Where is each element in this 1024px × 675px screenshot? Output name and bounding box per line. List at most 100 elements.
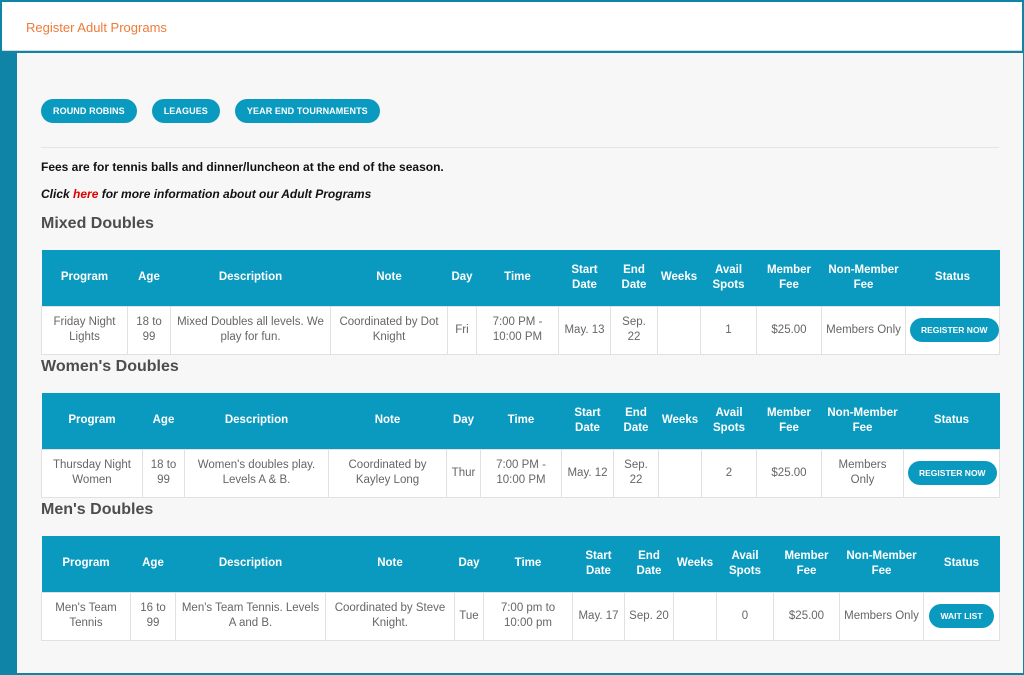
cell-age: 16 to 99 (130, 591, 176, 641)
info-link[interactable]: here (73, 187, 99, 201)
col-weeks: Weeks (673, 536, 717, 592)
col-member-fee: Member Fee (756, 393, 822, 449)
cell-non-member-fee: Members Only (821, 448, 904, 498)
col-member-fee: Member Fee (756, 250, 822, 306)
mixed-doubles-table: Program Age Description Note Day Time St… (41, 250, 1000, 355)
col-program: Program (41, 536, 131, 592)
cell-description: Women's doubles play. Levels A & B. (184, 448, 329, 498)
col-avail-spots: Avail Spots (701, 393, 757, 449)
col-start-date: Start Date (572, 536, 625, 592)
col-age: Age (130, 536, 176, 592)
page-header: Register Adult Programs (2, 2, 1022, 51)
divider (41, 147, 999, 148)
table-header-row: Program Age Description Note Day Time St… (41, 536, 1000, 592)
col-description: Description (184, 393, 329, 449)
col-status: Status (905, 250, 1000, 306)
col-program: Program (41, 250, 128, 306)
col-day: Day (446, 393, 481, 449)
cell-non-member-fee: Members Only (821, 305, 906, 355)
cell-member-fee: $25.00 (756, 448, 822, 498)
cell-note: Coordinated by Steve Knight. (325, 591, 455, 641)
fees-note: Fees are for tennis balls and dinner/lun… (41, 160, 444, 174)
col-day: Day (447, 250, 477, 306)
cell-avail-spots: 2 (701, 448, 757, 498)
section-title-mens-doubles: Men's Doubles (41, 501, 154, 518)
cell-description: Mixed Doubles all levels. We play for fu… (170, 305, 331, 355)
col-start-date: Start Date (561, 393, 614, 449)
table-row: Friday Night Lights 18 to 99 Mixed Doubl… (41, 305, 1000, 355)
col-status: Status (923, 536, 1000, 592)
cell-avail-spots: 1 (700, 305, 757, 355)
section-title-womens-doubles: Women's Doubles (41, 358, 179, 375)
col-non-member-fee: Non-Member Fee (839, 536, 924, 592)
year-end-tournaments-button[interactable]: YEAR END TOURNAMENTS (234, 99, 380, 123)
cell-age: 18 to 99 (127, 305, 171, 355)
col-non-member-fee: Non-Member Fee (821, 250, 906, 306)
col-end-date: End Date (613, 393, 659, 449)
info-suffix: for more information about our Adult Pro… (98, 187, 372, 201)
table-row: Thursday Night Women 18 to 99 Women's do… (41, 448, 1000, 498)
cell-time: 7:00 pm to 10:00 pm (483, 591, 573, 641)
col-end-date: End Date (624, 536, 674, 592)
col-description: Description (170, 250, 331, 306)
womens-doubles-table: Program Age Description Note Day Time St… (41, 393, 1000, 498)
cell-non-member-fee: Members Only (839, 591, 924, 641)
col-start-date: Start Date (558, 250, 611, 306)
program-nav: ROUND ROBINS LEAGUES YEAR END TOURNAMENT… (41, 99, 380, 123)
cell-time: 7:00 PM - 10:00 PM (476, 305, 559, 355)
cell-status: REGISTER NOW (905, 305, 1000, 355)
cell-end-date: Sep. 20 (624, 591, 674, 641)
cell-weeks (657, 305, 701, 355)
cell-member-fee: $25.00 (773, 591, 840, 641)
col-avail-spots: Avail Spots (700, 250, 757, 306)
round-robins-button[interactable]: ROUND ROBINS (41, 99, 137, 123)
cell-day: Fri (447, 305, 477, 355)
col-time: Time (480, 393, 562, 449)
cell-avail-spots: 0 (716, 591, 774, 641)
col-status: Status (903, 393, 1000, 449)
cell-end-date: Sep. 22 (613, 448, 659, 498)
col-weeks: Weeks (658, 393, 702, 449)
info-line: Click here for more information about ou… (41, 187, 371, 201)
col-end-date: End Date (610, 250, 658, 306)
col-avail-spots: Avail Spots (716, 536, 774, 592)
table-header-row: Program Age Description Note Day Time St… (41, 250, 1000, 306)
mens-doubles-table: Program Age Description Note Day Time St… (41, 536, 1000, 641)
col-note: Note (330, 250, 448, 306)
cell-weeks (673, 591, 717, 641)
register-now-button[interactable]: REGISTER NOW (908, 461, 997, 485)
page-title: Register Adult Programs (26, 20, 167, 35)
col-note: Note (325, 536, 455, 592)
cell-program: Men's Team Tennis (41, 591, 131, 641)
wait-list-button[interactable]: WAIT LIST (929, 604, 994, 628)
cell-program: Friday Night Lights (41, 305, 128, 355)
col-note: Note (328, 393, 447, 449)
cell-start-date: May. 13 (558, 305, 611, 355)
col-time: Time (483, 536, 573, 592)
cell-start-date: May. 12 (561, 448, 614, 498)
cell-end-date: Sep. 22 (610, 305, 658, 355)
col-member-fee: Member Fee (773, 536, 840, 592)
cell-day: Thur (446, 448, 481, 498)
cell-note: Coordinated by Dot Knight (330, 305, 448, 355)
cell-weeks (658, 448, 702, 498)
cell-age: 18 to 99 (142, 448, 185, 498)
cell-description: Men's Team Tennis. Levels A and B. (175, 591, 326, 641)
cell-time: 7:00 PM - 10:00 PM (480, 448, 562, 498)
cell-status: REGISTER NOW (903, 448, 1000, 498)
leagues-button[interactable]: LEAGUES (151, 99, 220, 123)
info-prefix: Click (41, 187, 74, 201)
register-now-button[interactable]: REGISTER NOW (910, 318, 999, 342)
cell-program: Thursday Night Women (41, 448, 143, 498)
col-non-member-fee: Non-Member Fee (821, 393, 904, 449)
table-header-row: Program Age Description Note Day Time St… (41, 393, 1000, 449)
cell-start-date: May. 17 (572, 591, 625, 641)
cell-day: Tue (454, 591, 484, 641)
content-panel: ROUND ROBINS LEAGUES YEAR END TOURNAMENT… (17, 53, 1023, 673)
cell-status: WAIT LIST (923, 591, 1000, 641)
col-time: Time (476, 250, 559, 306)
col-program: Program (41, 393, 143, 449)
cell-member-fee: $25.00 (756, 305, 822, 355)
table-row: Men's Team Tennis 16 to 99 Men's Team Te… (41, 591, 1000, 641)
section-title-mixed-doubles: Mixed Doubles (41, 215, 154, 232)
